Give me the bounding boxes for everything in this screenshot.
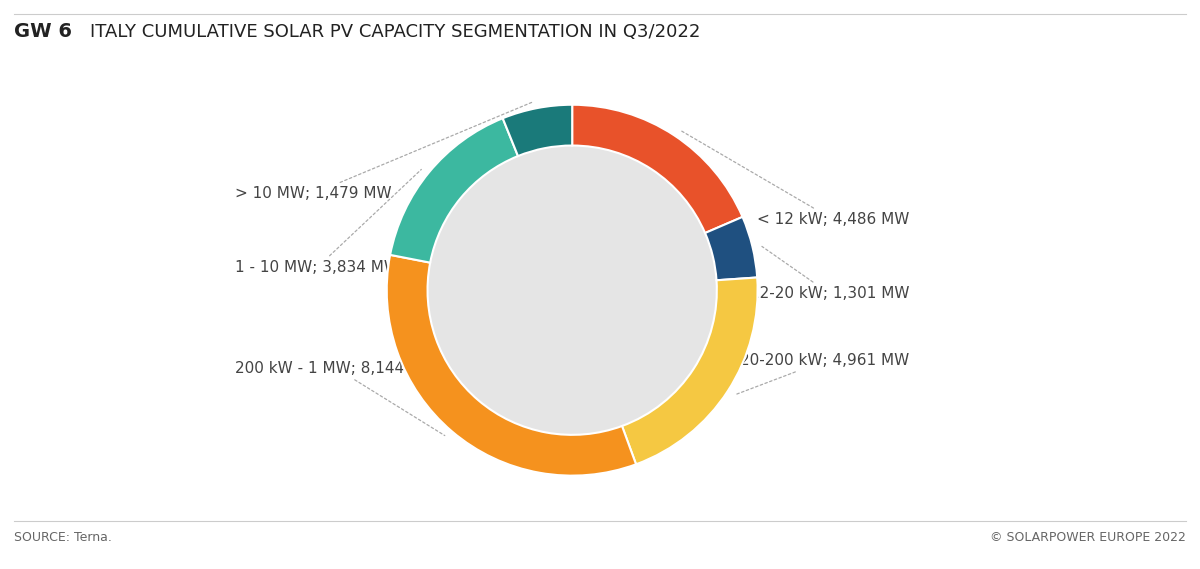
Text: 20-200 kW; 4,961 MW: 20-200 kW; 4,961 MW — [737, 353, 910, 394]
Circle shape — [427, 146, 716, 435]
Text: © SOLARPOWER EUROPE 2022: © SOLARPOWER EUROPE 2022 — [990, 530, 1186, 543]
Wedge shape — [572, 105, 743, 233]
Text: 200 kW - 1 MW; 8,144 MW: 200 kW - 1 MW; 8,144 MW — [235, 361, 445, 435]
Wedge shape — [386, 255, 636, 476]
Text: SOURCE: Terna.: SOURCE: Terna. — [14, 530, 113, 543]
Text: < 12 kW; 4,486 MW: < 12 kW; 4,486 MW — [680, 130, 910, 227]
Text: ITALY CUMULATIVE SOLAR PV CAPACITY SEGMENTATION IN Q3/2022: ITALY CUMULATIVE SOLAR PV CAPACITY SEGME… — [90, 23, 701, 41]
Wedge shape — [706, 217, 757, 281]
Text: 12-20 kW; 1,301 MW: 12-20 kW; 1,301 MW — [750, 246, 910, 302]
Wedge shape — [390, 118, 518, 263]
Text: > 10 MW; 1,479 MW: > 10 MW; 1,479 MW — [235, 102, 533, 201]
Text: GW 6: GW 6 — [14, 22, 72, 41]
Wedge shape — [503, 105, 572, 156]
Wedge shape — [622, 278, 757, 464]
Text: 1 - 10 MW; 3,834 MW: 1 - 10 MW; 3,834 MW — [235, 170, 421, 275]
